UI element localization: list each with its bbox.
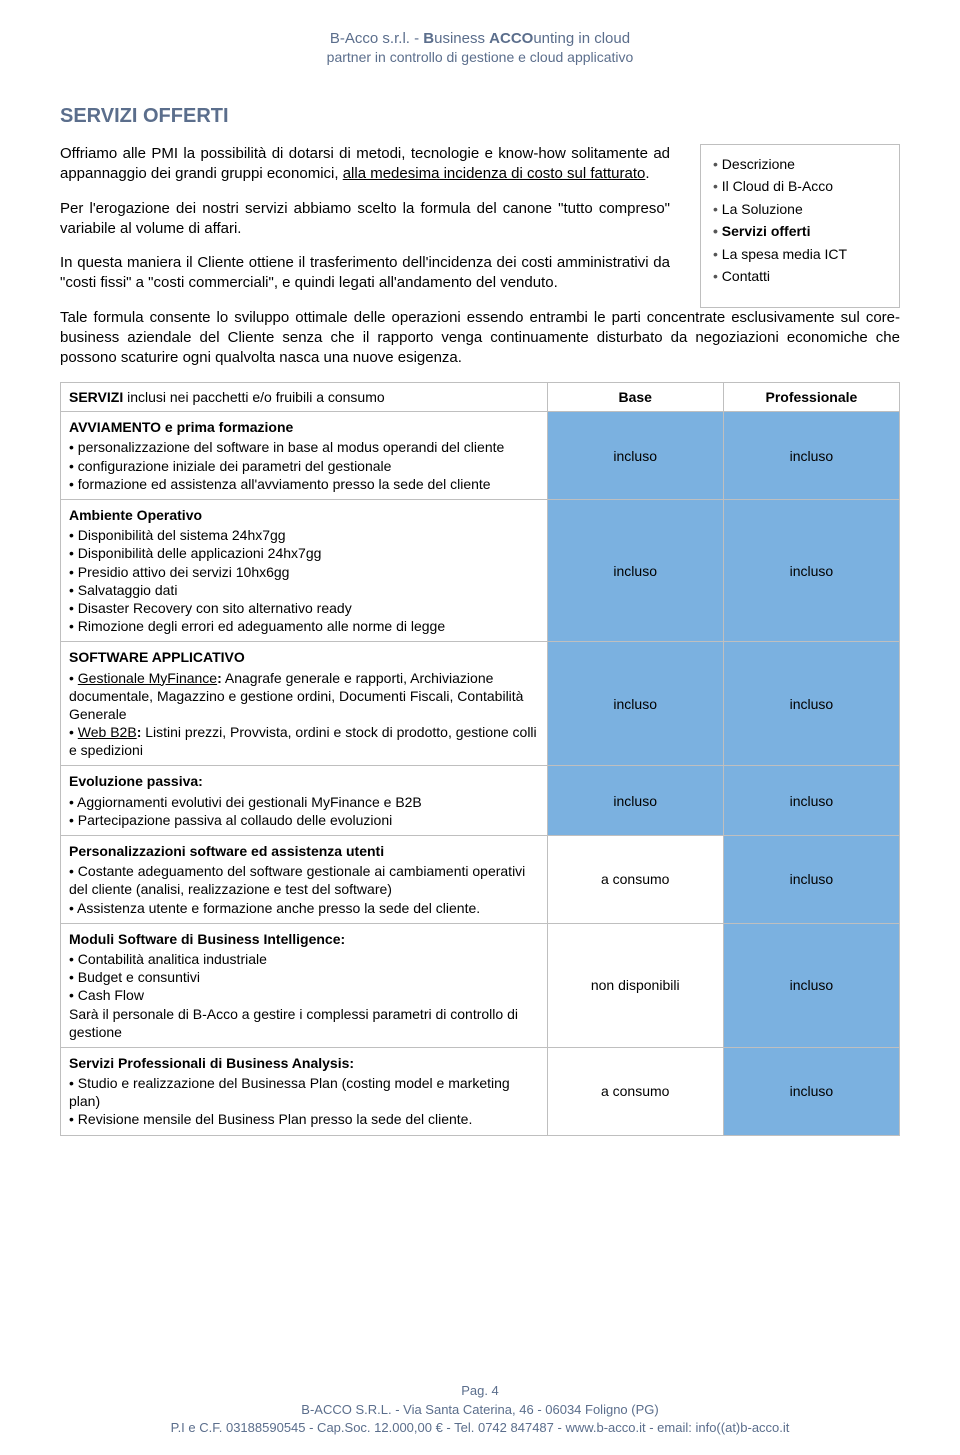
row-item: Aggiornamenti evolutivi dei gestionali M… [69, 793, 539, 811]
header-bold-acco: ACCO [489, 30, 533, 47]
row-item: Budget e consuntivi [69, 968, 539, 986]
table-row: AVVIAMENTO e prima formazione personalizz… [61, 412, 900, 500]
table-header-label-rest: inclusi nei pacchetti e/o fruibili a con… [123, 389, 384, 405]
table-cell-prof: incluso [723, 500, 899, 642]
table-row: Ambiente Operativo Disponibilità del sist… [61, 500, 900, 642]
row-title: Ambiente Operativo [69, 506, 539, 524]
table-cell-base: incluso [547, 500, 723, 642]
footer-legal: P.I e C.F. 03188590545 - Cap.Soc. 12.000… [0, 1419, 960, 1437]
table-row: Moduli Software di Business Intelligence… [61, 923, 900, 1047]
table-cell-base: incluso [547, 766, 723, 836]
table-cell-base: incluso [547, 412, 723, 500]
table-header-label-prefix: SERVIZI [69, 389, 123, 405]
row-item: configurazione iniziale dei parametri de… [69, 457, 539, 475]
row-item: Disponibilità delle applicazioni 24hx7gg [69, 544, 539, 562]
sidebar-item[interactable]: Descrizione [713, 153, 887, 175]
table-cell-description: SOFTWARE APPLICATIVO Gestionale MyFinance… [61, 642, 548, 766]
row-item: formazione ed assistenza all'avviamento … [69, 475, 539, 493]
table-header-base: Base [547, 383, 723, 412]
table-cell-prof: incluso [723, 1047, 899, 1135]
row-item: Studio e realizzazione del Businessa Pla… [69, 1074, 539, 1110]
sidebar-item[interactable]: Contatti [713, 265, 887, 287]
row-item: personalizzazione del software in base a… [69, 438, 539, 456]
row-item: Disponibilità del sistema 24hx7gg [69, 526, 539, 544]
row-item: Gestionale MyFinance: Anagrafe generale … [69, 669, 539, 724]
table-cell-description: Servizi Professionali di Business Analys… [61, 1047, 548, 1135]
table-cell-prof: incluso [723, 923, 899, 1047]
footer-page: Pag. 4 [0, 1382, 960, 1400]
header-line-2: partner in controllo di gestione e cloud… [60, 49, 900, 65]
sidebar-item[interactable]: La Soluzione [713, 198, 887, 220]
row-title: Personalizzazioni software ed assistenza… [69, 842, 539, 860]
paragraph-3: In questa maniera il Cliente ottiene il … [60, 253, 670, 294]
table-cell-base: a consumo [547, 1047, 723, 1135]
table-cell-description: Evoluzione passiva: Aggiornamenti evoluti… [61, 766, 548, 836]
header-text: unting in cloud [533, 30, 630, 47]
paragraph-2: Per l'erogazione dei nostri servizi abbi… [60, 199, 670, 240]
paragraph-1b: . [645, 165, 649, 182]
table-cell-prof: incluso [723, 766, 899, 836]
row-title: Evoluzione passiva: [69, 772, 539, 790]
header-text: usiness [434, 30, 489, 47]
table-cell-base: incluso [547, 642, 723, 766]
content-row: Offriamo alle PMI la possibilità di dota… [60, 144, 900, 308]
row-item: Cash Flow [69, 986, 539, 1004]
row-item: Costante adeguamento del software gestio… [69, 862, 539, 898]
footer-address: B-ACCO S.R.L. - Via Santa Caterina, 46 -… [0, 1401, 960, 1419]
table-cell-prof: incluso [723, 412, 899, 500]
row-item: Presidio attivo dei servizi 10hx6gg [69, 563, 539, 581]
section-title: SERVIZI OFFERTI [60, 105, 900, 128]
table-cell-prof: incluso [723, 836, 899, 924]
table-row: Personalizzazioni software ed assistenza… [61, 836, 900, 924]
table-row: Evoluzione passiva: Aggiornamenti evoluti… [61, 766, 900, 836]
row-title: SOFTWARE APPLICATIVO [69, 648, 539, 666]
paragraph-1-underline: alla medesima incidenza di costo sul fat… [343, 165, 646, 182]
sidebar-item[interactable]: Il Cloud di B-Acco [713, 175, 887, 197]
table-cell-description: Moduli Software di Business Intelligence… [61, 923, 548, 1047]
table-cell-description: Personalizzazioni software ed assistenza… [61, 836, 548, 924]
paragraph-1: Offriamo alle PMI la possibilità di dota… [60, 144, 670, 185]
services-table: SERVIZI inclusi nei pacchetti e/o fruibi… [60, 382, 900, 1135]
sidebar-nav-box: DescrizioneIl Cloud di B-AccoLa Soluzion… [700, 144, 900, 308]
sidebar-item[interactable]: La spesa media ICT [713, 243, 887, 265]
table-header-label: SERVIZI inclusi nei pacchetti e/o fruibi… [61, 383, 548, 412]
paragraph-4: Tale formula consente lo sviluppo ottima… [60, 308, 900, 369]
row-title: Servizi Professionali di Business Analys… [69, 1054, 539, 1072]
table-cell-description: Ambiente Operativo Disponibilità del sist… [61, 500, 548, 642]
table-cell-base: non disponibili [547, 923, 723, 1047]
row-item: Contabilità analitica industriale [69, 950, 539, 968]
row-item: Revisione mensile del Business Plan pres… [69, 1110, 539, 1128]
page-header: B-Acco s.r.l. - Business ACCOunting in c… [60, 30, 900, 65]
row-item: Rimozione degli errori ed adeguamento al… [69, 617, 539, 635]
row-item: Salvataggio dati [69, 581, 539, 599]
table-row: SOFTWARE APPLICATIVO Gestionale MyFinance… [61, 642, 900, 766]
header-text: B-Acco s.r.l. - [330, 30, 423, 47]
header-bold-b: B [423, 30, 434, 47]
row-item: Partecipazione passiva al collaudo delle… [69, 811, 539, 829]
row-item: Web B2B: Listini prezzi, Provvista, ordi… [69, 723, 539, 759]
table-cell-base: a consumo [547, 836, 723, 924]
row-item: Assistenza utente e formazione anche pre… [69, 899, 539, 917]
table-row: Servizi Professionali di Business Analys… [61, 1047, 900, 1135]
sidebar-item[interactable]: Servizi offerti [713, 220, 887, 242]
row-trailer: Sarà il personale di B-Acco a gestire i … [69, 1005, 539, 1041]
row-title: AVVIAMENTO e prima formazione [69, 418, 539, 436]
table-header-row: SERVIZI inclusi nei pacchetti e/o fruibi… [61, 383, 900, 412]
header-line-1: B-Acco s.r.l. - Business ACCOunting in c… [60, 30, 900, 47]
table-cell-prof: incluso [723, 642, 899, 766]
content-main: Offriamo alle PMI la possibilità di dota… [60, 144, 670, 308]
row-item: Disaster Recovery con sito alternativo r… [69, 599, 539, 617]
row-title: Moduli Software di Business Intelligence… [69, 930, 539, 948]
table-header-prof: Professionale [723, 383, 899, 412]
page-footer: Pag. 4 B-ACCO S.R.L. - Via Santa Caterin… [0, 1382, 960, 1437]
table-cell-description: AVVIAMENTO e prima formazione personalizz… [61, 412, 548, 500]
